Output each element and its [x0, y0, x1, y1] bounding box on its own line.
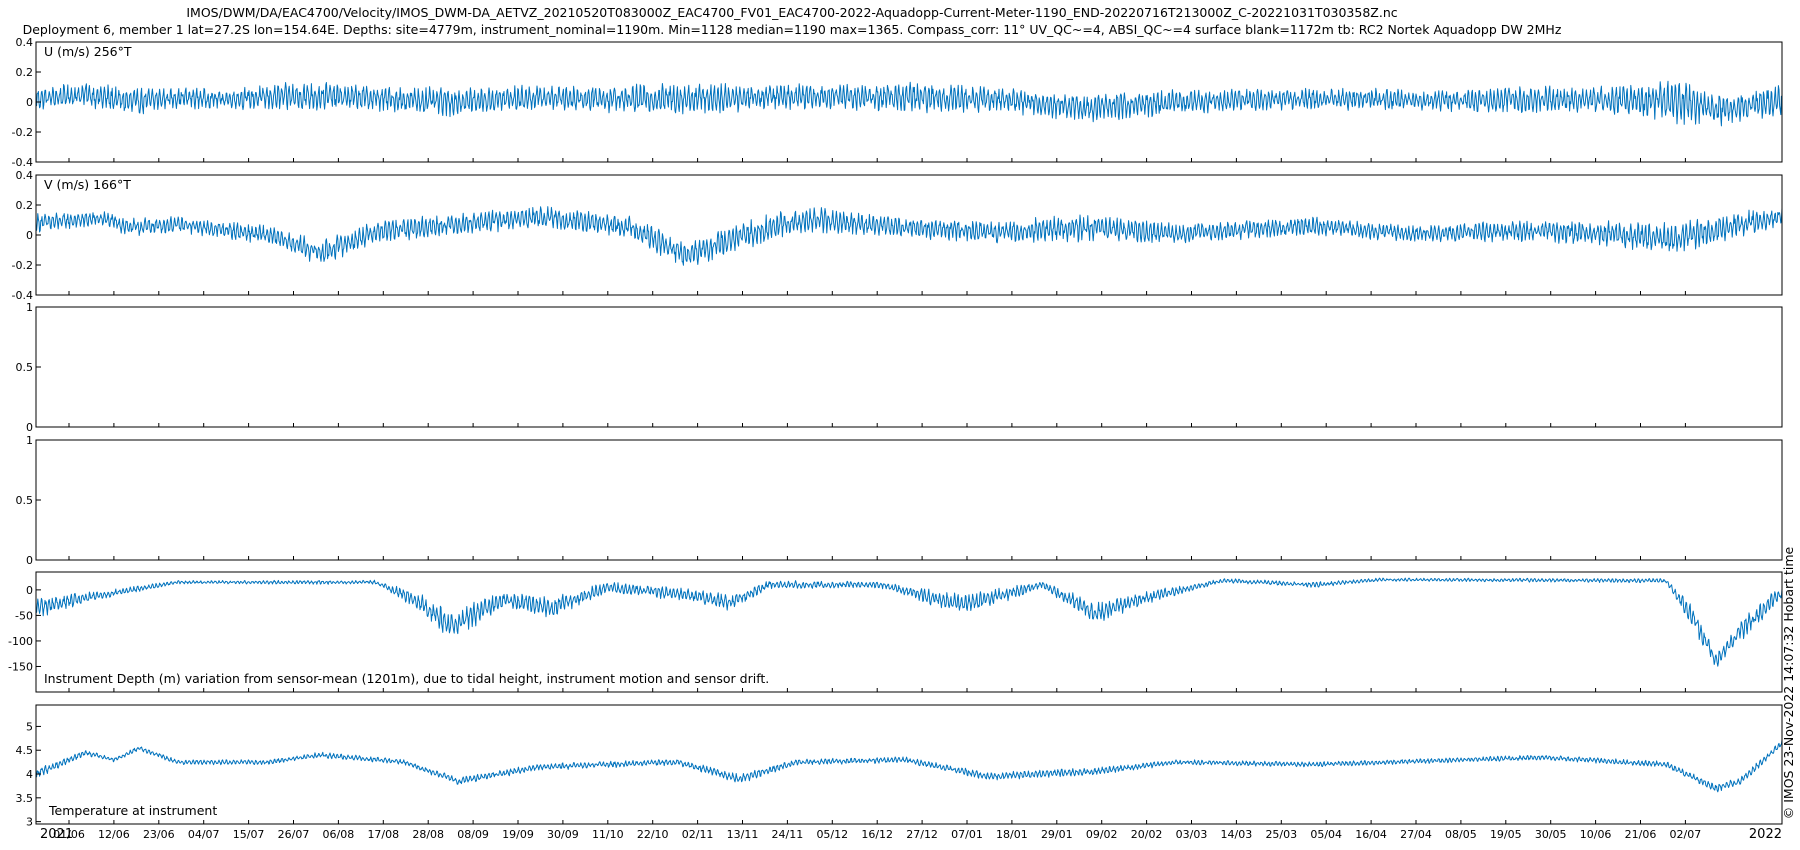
x-tick-label: 28/08 [412, 828, 444, 841]
panel-depth: 0 -50 -100 -150 Instrument Depth (m) variati… [8, 571, 1783, 693]
y-tick-label-empty1: 0 [26, 421, 33, 434]
x-year-end-label: 2022 [1749, 827, 1782, 842]
x-tick-label: 29/01 [1041, 828, 1073, 841]
x-tick-label: 01/06 [53, 828, 85, 841]
series-line-depth [35, 577, 1783, 667]
y-tick-label-depth: -50 [15, 609, 33, 622]
x-ticks-u [68, 158, 1686, 162]
x-axis: 01/06 12/06 23/06 04/07 15/07 26/07 06/08 17/08… [40, 827, 1782, 842]
y-tick-label-u: -0.2 [12, 126, 33, 139]
y-tick-label-v: 0.2 [16, 199, 34, 212]
x-tick-label: 14/03 [1221, 828, 1253, 841]
panel-empty2: 00.51 [16, 434, 1783, 567]
x-tick-label: 16/04 [1355, 828, 1387, 841]
y-tick-label-depth: -100 [8, 635, 33, 648]
x-year-start-label: 2021 [40, 827, 73, 842]
y-tick-label-u: 0.4 [16, 36, 34, 49]
x-tick-label: 02/07 [1670, 828, 1702, 841]
y-tick-label-temp: 5 [26, 720, 33, 733]
y-tick-label-empty2: 1 [26, 434, 33, 447]
x-tick-label: 05/12 [816, 828, 848, 841]
x-tick-label: 30/05 [1535, 828, 1567, 841]
x-tick-label: 09/02 [1086, 828, 1118, 841]
panel-u: -0.4 -0.2 0 0.2 0.4 U (m/s) 256°T [12, 36, 1783, 169]
x-tick-label: 27/04 [1400, 828, 1432, 841]
x-tick-label: 05/04 [1310, 828, 1342, 841]
x-tick-label: 15/07 [233, 828, 265, 841]
x-ticks-temp [68, 820, 1686, 824]
y-tick-label-temp: 4 [26, 768, 33, 781]
y-tick-label-temp: 4.5 [16, 744, 34, 757]
series-line-u [35, 80, 1782, 127]
x-tick-label: 24/11 [772, 828, 804, 841]
x-tick-label: 03/03 [1176, 828, 1208, 841]
y-tick-label-empty1: 1 [26, 301, 33, 314]
x-ticks-depth [68, 688, 1686, 692]
y-tick-label-v: -0.4 [12, 289, 33, 302]
x-ticks-empty1 [68, 423, 1686, 427]
panel-label-temp: Temperature at instrument [48, 803, 217, 818]
x-tick-label: 06/08 [323, 828, 355, 841]
x-tick-label: 13/11 [727, 828, 759, 841]
x-tick-label: 07/01 [951, 828, 983, 841]
x-tick-label: 25/03 [1265, 828, 1297, 841]
y-tick-label-v: 0 [26, 229, 33, 242]
y-tick-label-temp: 3 [26, 816, 33, 829]
axes-box-depth [35, 571, 1783, 693]
x-tick-label: 17/08 [367, 828, 399, 841]
x-ticks-empty2 [68, 556, 1686, 560]
y-tick-label-empty2: 0.5 [16, 494, 34, 507]
x-tick-label: 08/05 [1445, 828, 1477, 841]
panel-label-v: V (m/s) 166°T [44, 177, 131, 192]
x-tick-label: 19/09 [502, 828, 534, 841]
y-tick-label-empty2: 0 [26, 554, 33, 567]
panels: -0.4 -0.2 0 0.2 0.4 U (m/s) 256°T -0.4 -0.2 0 0.2… [8, 36, 1783, 829]
series-line-v [35, 206, 1783, 266]
panel-label-depth: Instrument Depth (m) variation from sens… [44, 671, 769, 686]
panel-label-u: U (m/s) 256°T [44, 44, 132, 59]
y-tick-label-v: -0.2 [12, 259, 33, 272]
x-tick-label: 12/06 [98, 828, 130, 841]
y-tick-label-u: 0 [26, 96, 33, 109]
x-tick-label: 08/09 [457, 828, 489, 841]
timestamp-side-label: © IMOS 23-Nov-2022 14:07:32 Hobart time [1781, 546, 1796, 819]
panel-empty1: 00.51 [16, 301, 1783, 434]
x-tick-label: 18/01 [996, 828, 1028, 841]
x-tick-label: 04/07 [188, 828, 220, 841]
x-tick-label: 22/10 [637, 828, 669, 841]
y-tick-label-empty1: 0.5 [16, 361, 34, 374]
x-tick-label: 26/07 [278, 828, 310, 841]
figure-title-line-2: Deployment 6, member 1 lat=27.2S lon=154… [23, 22, 1562, 37]
x-ticks-v [68, 291, 1686, 295]
y-tick-label-u: -0.4 [12, 156, 33, 169]
x-tick-label: 11/10 [592, 828, 624, 841]
x-tick-label: 02/11 [682, 828, 714, 841]
x-tick-label: 10/06 [1580, 828, 1612, 841]
y-tick-label-u: 0.2 [16, 66, 34, 79]
x-tick-label: 23/06 [143, 828, 175, 841]
y-tick-label-depth: 0 [26, 584, 33, 597]
y-tick-label-depth: -150 [8, 660, 33, 673]
y-tick-label-v: 0.4 [16, 169, 34, 182]
x-tick-label: 19/05 [1490, 828, 1522, 841]
x-tick-label: 16/12 [861, 828, 893, 841]
panel-temp: 3 3.5 4 4.5 5 Temperature at instrument [16, 704, 1783, 829]
x-tick-label: 30/09 [547, 828, 579, 841]
y-tick-label-temp: 3.5 [16, 792, 34, 805]
x-tick-label: 20/02 [1131, 828, 1163, 841]
series-line-temp [35, 739, 1783, 793]
x-tick-label: 21/06 [1625, 828, 1657, 841]
panel-v: -0.4 -0.2 0 0.2 0.4 V (m/s) 166°T [12, 169, 1783, 302]
x-tick-label: 27/12 [906, 828, 938, 841]
figure-title-line-1: IMOS/DWM/DA/EAC4700/Velocity/IMOS_DWM-DA… [186, 5, 1397, 20]
axes-box-temp [35, 704, 1783, 825]
